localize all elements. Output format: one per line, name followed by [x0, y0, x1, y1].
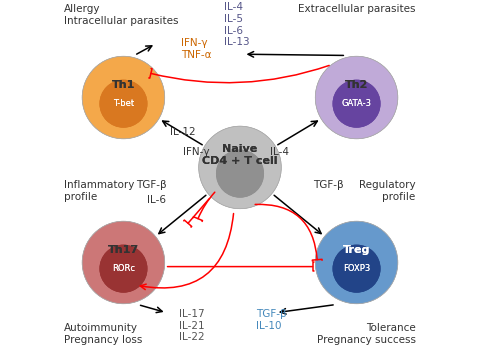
- Circle shape: [315, 56, 398, 139]
- Text: IFN-γ: IFN-γ: [183, 147, 209, 157]
- Text: Naive
CD4 + T cell: Naive CD4 + T cell: [202, 144, 278, 166]
- Circle shape: [315, 221, 398, 304]
- Text: TGF-β: TGF-β: [136, 180, 167, 190]
- Text: Regulatory
profile: Regulatory profile: [359, 180, 416, 202]
- Text: TGF-β
IL-10: TGF-β IL-10: [256, 309, 287, 331]
- Text: Autoimmunity
Pregnancy loss: Autoimmunity Pregnancy loss: [64, 323, 143, 345]
- Circle shape: [333, 246, 380, 292]
- Text: Th2: Th2: [345, 80, 368, 90]
- Text: Th2: Th2: [345, 80, 368, 90]
- Text: IL-17
IL-21
IL-22: IL-17 IL-21 IL-22: [179, 309, 204, 342]
- Text: Th17: Th17: [108, 245, 139, 255]
- Text: Th17: Th17: [108, 245, 139, 255]
- Circle shape: [100, 80, 147, 127]
- Text: RORc: RORc: [112, 264, 135, 273]
- Circle shape: [315, 56, 398, 139]
- Text: Th1: Th1: [112, 80, 135, 90]
- Circle shape: [82, 56, 165, 139]
- Text: Treg: Treg: [343, 245, 370, 255]
- Text: Inflammatory
profile: Inflammatory profile: [64, 180, 135, 202]
- Text: Allergy
Intracellular parasites: Allergy Intracellular parasites: [64, 4, 179, 26]
- Text: IFN-γ
TNF-α: IFN-γ TNF-α: [181, 39, 211, 60]
- Circle shape: [100, 246, 147, 292]
- Text: Naive
CD4 + T cell: Naive CD4 + T cell: [202, 144, 278, 166]
- Circle shape: [315, 221, 398, 304]
- Circle shape: [216, 150, 264, 197]
- Circle shape: [333, 246, 380, 292]
- Text: GATA-3: GATA-3: [342, 99, 372, 108]
- Text: T-bet: T-bet: [113, 99, 134, 108]
- Text: IL-4
IL-5
IL-6
IL-13: IL-4 IL-5 IL-6 IL-13: [224, 3, 250, 47]
- Text: RORc: RORc: [112, 264, 135, 273]
- Circle shape: [333, 80, 380, 127]
- Text: Extracellular parasites: Extracellular parasites: [298, 4, 416, 14]
- Text: Th1: Th1: [112, 80, 135, 90]
- Circle shape: [199, 126, 281, 209]
- Circle shape: [82, 221, 165, 304]
- Circle shape: [199, 126, 281, 209]
- Text: Treg: Treg: [343, 245, 370, 255]
- Text: Tolerance
Pregnancy success: Tolerance Pregnancy success: [317, 323, 416, 345]
- Text: IL-4: IL-4: [271, 147, 289, 157]
- Circle shape: [100, 246, 147, 292]
- Text: FOXP3: FOXP3: [343, 264, 370, 273]
- Circle shape: [216, 150, 264, 197]
- Circle shape: [82, 56, 165, 139]
- Text: TGF-β: TGF-β: [313, 180, 344, 190]
- Circle shape: [333, 80, 380, 127]
- Circle shape: [100, 80, 147, 127]
- Text: T-bet: T-bet: [113, 99, 134, 108]
- Text: IL-6: IL-6: [147, 195, 167, 205]
- Text: FOXP3: FOXP3: [343, 264, 370, 273]
- Text: IL-12: IL-12: [170, 127, 196, 136]
- Circle shape: [82, 221, 165, 304]
- Text: GATA-3: GATA-3: [342, 99, 372, 108]
